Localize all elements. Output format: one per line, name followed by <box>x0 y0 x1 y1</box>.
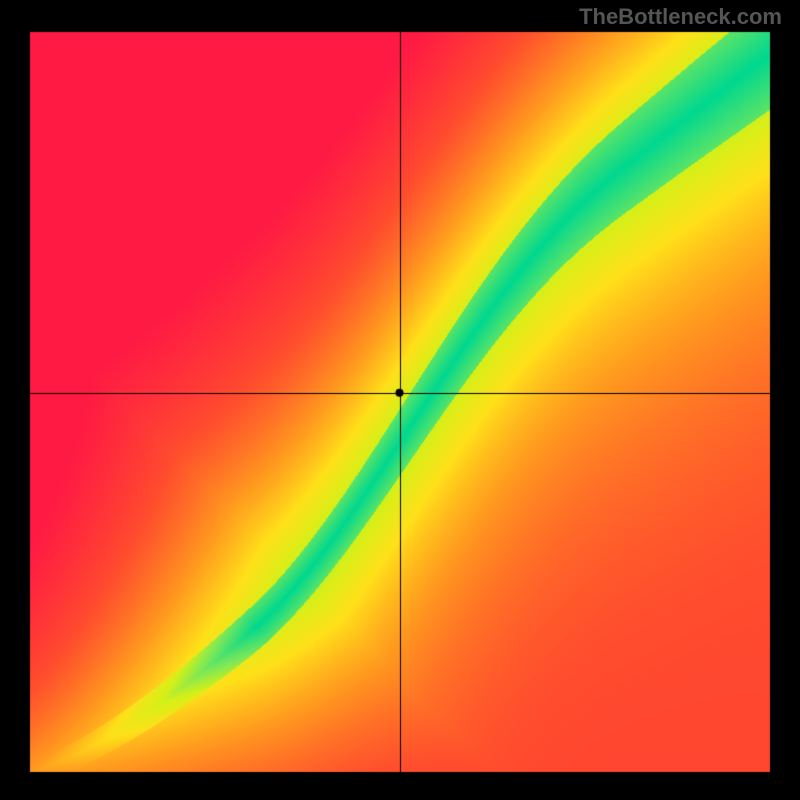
watermark-text: TheBottleneck.com <box>579 4 782 30</box>
bottleneck-heatmap <box>0 0 800 800</box>
chart-container: TheBottleneck.com <box>0 0 800 800</box>
